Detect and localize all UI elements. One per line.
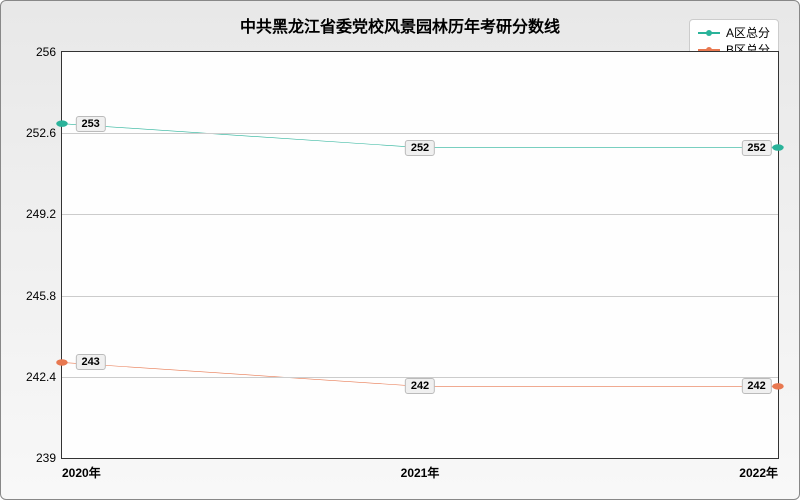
legend-item-a: A区总分: [698, 24, 770, 41]
legend-dot-a: [706, 30, 712, 36]
chart-svg: [62, 52, 778, 458]
xtick-label: 2020年: [62, 458, 101, 481]
gridline: [62, 133, 778, 134]
series-marker: [772, 144, 783, 150]
xtick-label: 2021年: [401, 458, 440, 481]
gridline: [62, 296, 778, 297]
plot-inner: 239242.4245.8249.2252.62562020年2021年2022…: [62, 52, 778, 458]
ytick-label: 239: [36, 451, 62, 465]
xtick-label: 2022年: [739, 458, 778, 481]
plot-area: 239242.4245.8249.2252.62562020年2021年2022…: [61, 51, 779, 459]
legend-label-a: A区总分: [726, 24, 770, 41]
chart-container: 中共黑龙江省委党校风景园林历年考研分数线 A区总分 B区总分 239242.42…: [0, 0, 800, 500]
point-label: 253: [75, 116, 105, 132]
point-label: 242: [405, 378, 435, 394]
chart-title: 中共黑龙江省委党校风景园林历年考研分数线: [1, 13, 799, 37]
point-label: 242: [741, 378, 771, 394]
legend-line-a: [698, 32, 720, 34]
series-marker: [56, 359, 67, 365]
gridline: [62, 214, 778, 215]
ytick-label: 249.2: [26, 207, 62, 221]
point-label: 252: [405, 140, 435, 156]
series-marker: [772, 383, 783, 389]
point-label: 252: [741, 140, 771, 156]
ytick-label: 256: [36, 45, 62, 59]
ytick-label: 242.4: [26, 370, 62, 384]
ytick-label: 245.8: [26, 289, 62, 303]
ytick-label: 252.6: [26, 126, 62, 140]
point-label: 243: [75, 354, 105, 370]
